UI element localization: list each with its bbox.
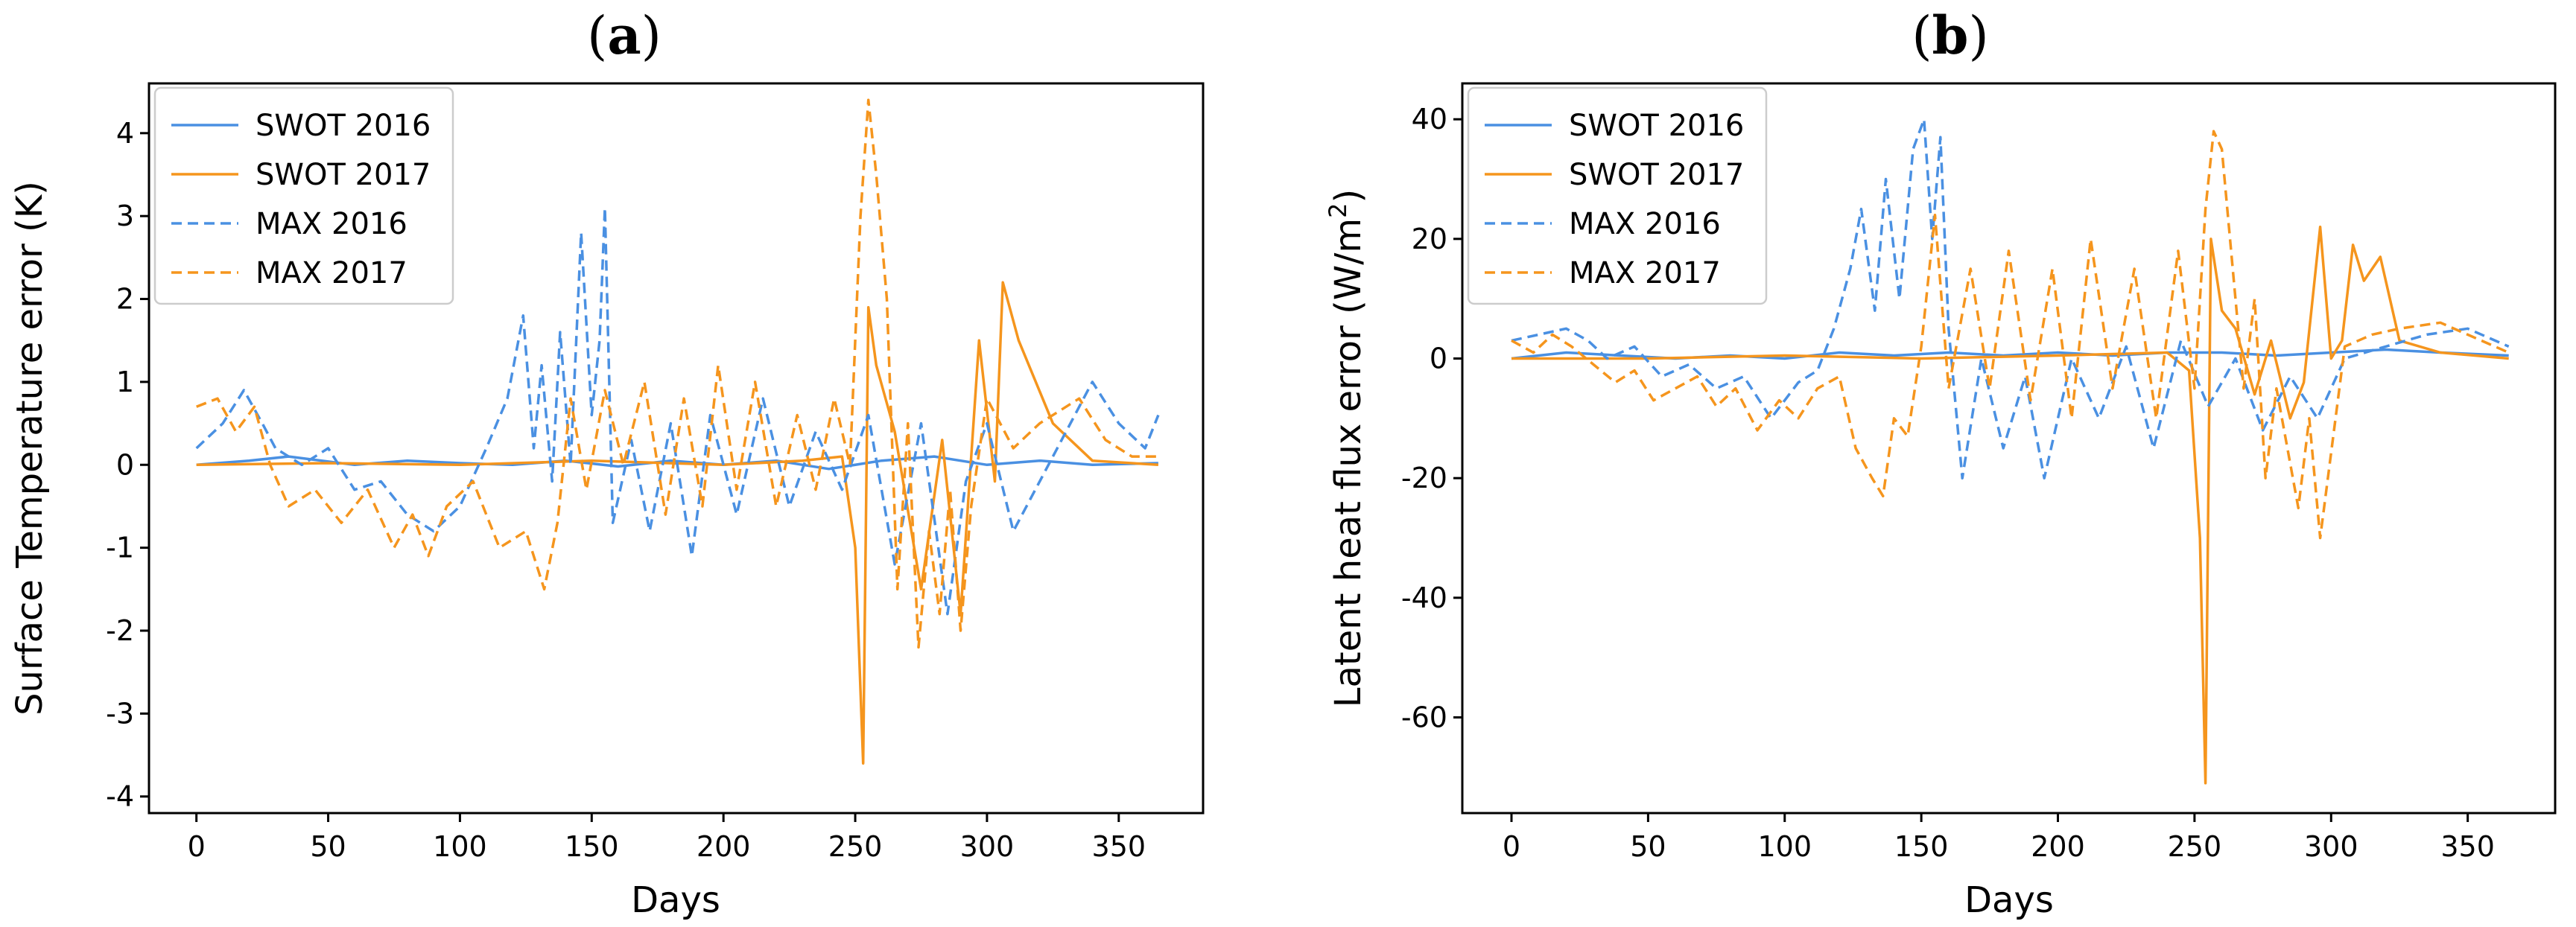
panel-a-x-tick-label: 0 bbox=[188, 830, 206, 863]
panel-a-series-swot-2017 bbox=[196, 281, 1159, 765]
panel-b-series-swot-2017 bbox=[1511, 226, 2509, 785]
panel-a-x-axis-label: Days bbox=[631, 879, 720, 921]
panel-a-x-tick-label: 250 bbox=[828, 830, 883, 863]
panel-b-legend-label-max-2017: MAX 2017 bbox=[1569, 256, 1721, 290]
panel-a-plot-frame bbox=[147, 82, 1205, 815]
panel-a-x-tick-label: 150 bbox=[565, 830, 619, 863]
panel-a-x-tick-label: 350 bbox=[1092, 830, 1146, 863]
panel-a-y-tick-label: -2 bbox=[106, 614, 134, 647]
panel-a-y-tick-label: 2 bbox=[116, 283, 134, 316]
panel-b-x-tick-label: 150 bbox=[1894, 830, 1949, 863]
panel-b-x-axis-label: Days bbox=[1964, 879, 2054, 921]
panel-a: (a) 0 50 100 150 200 250 300 350 -4 -3 -2 -1 0 1 2 3 4 S… bbox=[9, 4, 1205, 921]
panel-b-x-tick-label: 100 bbox=[1757, 830, 1812, 863]
panel-b-legend-box bbox=[1467, 86, 1768, 305]
panel-b-y-tick-label: 40 bbox=[1412, 103, 1447, 136]
panel-b-x-tick-label: 0 bbox=[1503, 830, 1520, 863]
panel-b-y-axis-label-main: Latent heat flux error (W/m bbox=[1327, 218, 1369, 707]
panel-b: (b) 0 50 100 150 200 250 300 350-60-40-2002040 … bbox=[1324, 4, 2557, 921]
panel-a-legend-label-max-2017: MAX 2017 bbox=[256, 256, 407, 290]
panel-b-series-max-2016 bbox=[1511, 118, 2510, 480]
panel-b-legend: SWOT 2016 SWOT 2017 MAX 2016 MAX 2017 bbox=[1467, 86, 1768, 305]
panel-a-legend-box bbox=[153, 86, 454, 305]
panel-b-legend-label-swot-2017: SWOT 2017 bbox=[1569, 158, 1744, 192]
panel-a-ticks: 0 50 100 150 200 250 300 350 -4 -3 -2 -1 0 1 2 3 4 bbox=[106, 117, 1146, 863]
panel-a-letter: a bbox=[607, 4, 641, 66]
panel-b-letter: b bbox=[1932, 4, 1969, 66]
panel-b-y-tick-label: -40 bbox=[1401, 582, 1447, 614]
panel-b-y-tick-label: 0 bbox=[1430, 343, 1447, 375]
panel-b-y-tick-label: 20 bbox=[1412, 223, 1447, 255]
panel-b-x-tick-label: 50 bbox=[1630, 830, 1666, 863]
panel-b-ticks: 0 50 100 150 200 250 300 350 -60 -40 -20 0 20 40 bbox=[1401, 103, 2495, 863]
panel-b-legend-label-swot-2016: SWOT 2016 bbox=[1569, 109, 1744, 143]
panel-a-legend-label-max-2016: MAX 2016 bbox=[256, 207, 407, 241]
panel-a-y-tick-label: 1 bbox=[116, 366, 134, 398]
panel-b-x-tick-label: 250 bbox=[2168, 830, 2222, 863]
panel-b-y-tick-label: -20 bbox=[1401, 462, 1447, 494]
panel-a-x-tick-label: 50 bbox=[310, 830, 346, 863]
panel-a-legend: SWOT 2016 SWOT 2017 MAX 2016 MAX 2017 bbox=[153, 86, 454, 305]
panel-a-y-tick-label: -1 bbox=[106, 532, 134, 564]
panel-b-series-max-2017 bbox=[1511, 130, 2510, 540]
panel-a-y-tick-label: -3 bbox=[106, 697, 134, 730]
panel-b-plot-frame bbox=[1461, 82, 2557, 815]
panel-a-title: (a) bbox=[587, 4, 662, 66]
panel-b-y-axis-label: Latent heat flux error (W/m2) bbox=[1324, 189, 1369, 707]
panel-b-x-tick-label: 300 bbox=[2304, 830, 2358, 863]
panel-b-y-tick-label: -60 bbox=[1401, 701, 1447, 733]
panel-a-series-swot-2016 bbox=[196, 455, 1158, 471]
panel-a-legend-label-swot-2017: SWOT 2017 bbox=[256, 158, 431, 192]
panel-a-x-tick-label: 300 bbox=[960, 830, 1015, 863]
panel-a-y-tick-label: 4 bbox=[116, 117, 134, 150]
panel-a-y-axis-label: Surface Temperature error (K) bbox=[9, 181, 51, 716]
panel-a-y-tick-label: -4 bbox=[106, 780, 134, 813]
panel-a-y-tick-label: 0 bbox=[116, 448, 134, 481]
panel-b-y-axis-label-end: ) bbox=[1327, 189, 1369, 203]
panel-a-y-tick-label: 3 bbox=[116, 200, 134, 232]
panel-b-x-tick-label: 350 bbox=[2440, 830, 2495, 863]
panel-a-legend-label-swot-2016: SWOT 2016 bbox=[256, 109, 431, 143]
panel-b-x-tick-label: 200 bbox=[2031, 830, 2085, 863]
panel-a-series bbox=[195, 98, 1160, 765]
panel-b-title: (b) bbox=[1912, 4, 1989, 66]
panel-b-y-axis-label-sup: 2 bbox=[1324, 203, 1352, 218]
panel-b-series bbox=[1511, 118, 2510, 785]
panel-a-x-tick-label: 100 bbox=[433, 830, 487, 863]
panel-a-series-max-2016 bbox=[195, 206, 1160, 616]
panel-b-legend-label-max-2016: MAX 2016 bbox=[1569, 207, 1721, 241]
panel-a-x-tick-label: 200 bbox=[697, 830, 751, 863]
